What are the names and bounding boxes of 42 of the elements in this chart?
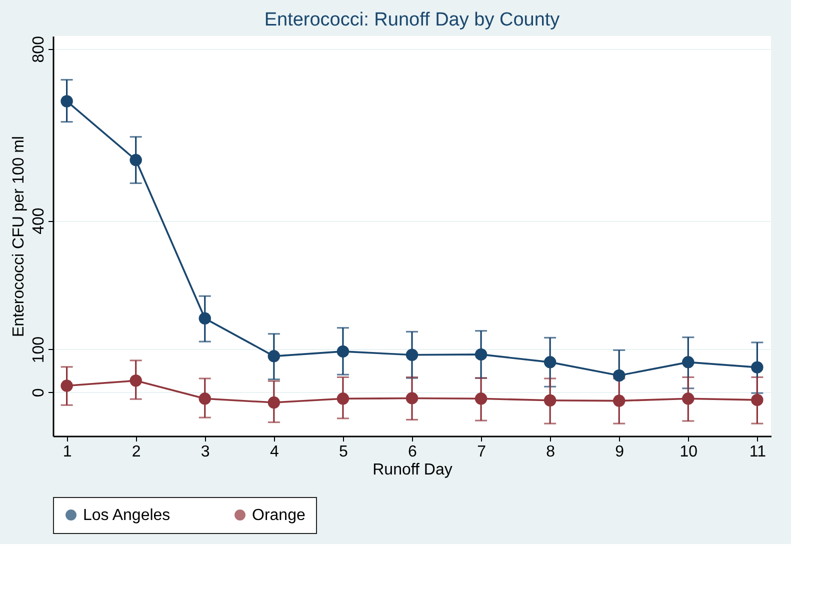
point <box>751 361 764 374</box>
y-tick-label: 400 <box>30 208 48 234</box>
point <box>60 95 73 108</box>
point <box>60 380 73 392</box>
y-tick-label: 800 <box>30 36 48 63</box>
point <box>612 369 626 382</box>
point <box>474 348 488 361</box>
x-tick-label: 1 <box>62 444 72 460</box>
point <box>682 392 694 405</box>
point <box>682 356 694 368</box>
point <box>406 348 418 361</box>
point <box>612 394 626 407</box>
point <box>544 356 556 368</box>
point <box>336 392 350 405</box>
point <box>268 396 280 409</box>
y-axis-title: Enterococci CFU per 100 ml <box>10 136 28 337</box>
x-tick-label: 7 <box>477 444 486 460</box>
point <box>406 392 418 404</box>
x-tick-label: 4 <box>270 444 279 460</box>
y-tick-label: 0 <box>30 388 48 398</box>
x-tick-label: 2 <box>132 444 141 460</box>
x-tick-label: 8 <box>546 444 556 460</box>
point <box>474 392 488 405</box>
point <box>336 345 350 358</box>
point <box>268 350 280 362</box>
x-tick-label: 9 <box>615 444 624 460</box>
point <box>130 154 142 166</box>
x-tick-label: 6 <box>408 444 418 460</box>
chart-title: Enterococci: Runoff Day by County <box>264 10 560 31</box>
x-tick-label: 11 <box>749 444 766 460</box>
point <box>198 312 212 325</box>
point <box>198 392 212 405</box>
point <box>544 394 556 406</box>
point <box>751 394 764 406</box>
x-tick-label: 10 <box>680 444 698 460</box>
x-tick-label: 3 <box>200 444 210 460</box>
legend-label: Orange <box>252 507 306 524</box>
point <box>130 374 142 387</box>
x-axis-title: Runoff Day <box>372 462 452 478</box>
y-tick-label: 100 <box>30 336 48 364</box>
x-tick-label: 5 <box>339 444 348 460</box>
legend-label: Los Angeles <box>83 507 170 524</box>
